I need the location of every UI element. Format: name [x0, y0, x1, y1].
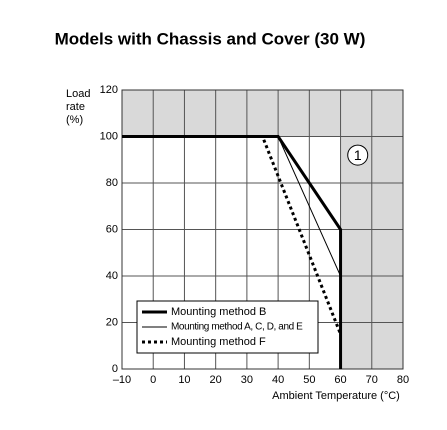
x-tick-label: 0 — [150, 374, 156, 386]
legend-label: Mounting method B — [171, 306, 266, 318]
x-tick-label: 40 — [272, 374, 284, 386]
y-tick-label: 100 — [100, 130, 118, 142]
annotation: 1 — [354, 147, 362, 163]
x-tick-label: 70 — [366, 374, 378, 386]
y-tick-label: 80 — [106, 177, 118, 189]
y-tick-label: 60 — [106, 223, 118, 235]
y-tick-label: 120 — [100, 84, 118, 96]
y-axis-label: (%) — [66, 114, 83, 126]
series-line — [122, 136, 342, 277]
x-tick-label: 10 — [178, 374, 190, 386]
annotation-circle — [347, 144, 369, 166]
y-tick-label: 40 — [106, 270, 118, 282]
legend-label: Mounting method F — [171, 336, 266, 348]
x-tick-label: 20 — [210, 374, 222, 386]
series-line — [122, 135, 342, 335]
y-tick-label: 0 — [112, 363, 118, 375]
y-axis-label: rate — [66, 101, 85, 113]
y-tick-label: 20 — [106, 316, 118, 328]
chart-title: Models with Chassis and Cover (30 W) — [55, 29, 366, 48]
x-tick-label: 60 — [334, 374, 346, 386]
y-axis-label: Load — [66, 88, 90, 100]
legend-label: Mounting method A, C, D, and E — [171, 322, 303, 333]
x-tick-label: –10 — [113, 374, 131, 386]
plot-frame — [121, 89, 404, 370]
legend-box — [136, 300, 319, 354]
x-axis-label: Ambient Temperature (°C) — [272, 390, 400, 402]
x-tick-label: 80 — [397, 374, 409, 386]
x-tick-label: 50 — [303, 374, 315, 386]
shaded-region — [122, 90, 403, 137]
x-tick-label: 30 — [241, 374, 253, 386]
